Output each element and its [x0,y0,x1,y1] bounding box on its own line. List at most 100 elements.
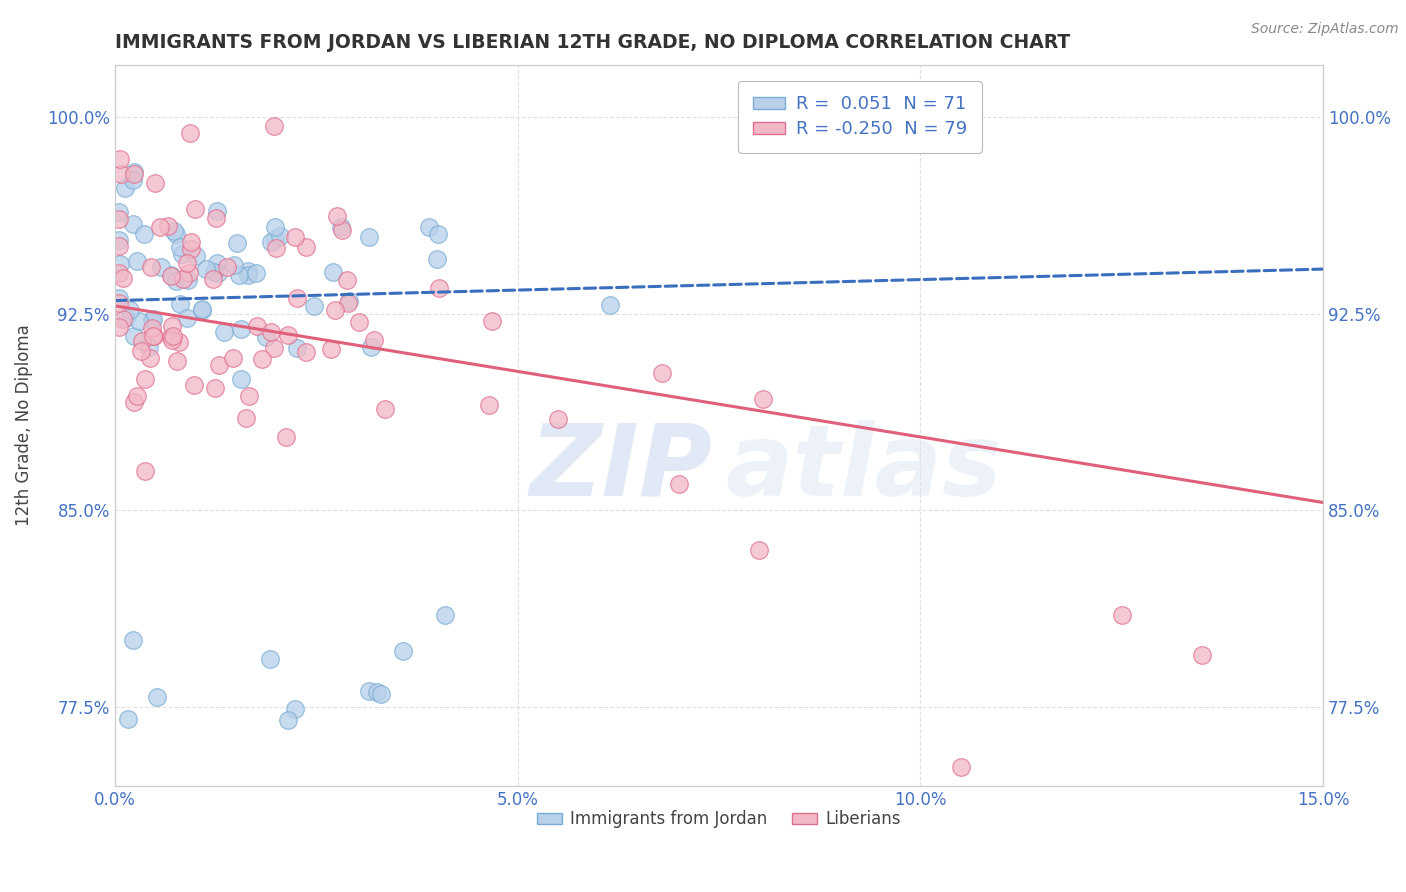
Point [166,353,188,368]
Point [141,321,163,335]
Point [325,210,347,224]
Point [284,229,307,244]
Point [263,120,285,134]
Point [357,684,380,698]
Point [141,313,163,327]
Point [349,315,371,329]
Point [134,464,156,478]
Point [141,260,163,274]
Point [170,247,193,261]
Point [224,259,246,273]
Point [107,204,129,219]
Point [108,152,131,166]
Point [207,266,229,280]
Point [651,367,673,381]
Point [337,293,360,308]
Point [215,260,238,274]
Point [205,211,228,226]
Point [264,241,287,255]
Point [122,394,145,409]
Point [159,268,181,283]
Point [336,295,359,310]
Point [110,167,132,181]
Point [231,372,253,386]
Point [426,252,449,266]
Point [107,233,129,247]
Text: Source: ZipAtlas.com: Source: ZipAtlas.com [1251,22,1399,37]
Point [207,255,229,269]
Point [212,325,235,339]
Point [208,358,231,372]
Point [418,219,440,234]
Point [121,172,143,186]
Point [131,334,153,348]
Point [176,256,198,270]
Point [204,381,226,395]
Point [478,398,501,412]
Point [949,760,972,774]
Point [143,176,166,190]
Point [128,314,150,328]
Point [330,223,353,237]
Point [238,389,260,403]
Point [180,242,202,256]
Point [132,227,155,242]
Point [138,341,160,355]
Point [269,228,291,243]
Point [180,235,202,250]
Point [122,165,145,179]
Point [172,272,194,286]
Text: ZIP: ZIP [530,420,713,517]
Point [276,430,298,444]
Point [259,651,281,665]
Point [668,477,690,491]
Point [427,281,450,295]
Point [146,690,169,704]
Point [160,330,183,344]
Point [366,685,388,699]
Point [124,329,146,343]
Point [108,257,131,271]
Point [162,329,184,343]
Point [322,265,344,279]
Point [129,344,152,359]
Point [117,712,139,726]
Point [149,260,172,274]
Point [294,345,316,359]
Point [252,351,274,366]
Point [226,235,249,250]
Point [143,328,166,343]
Point [277,328,299,343]
Point [330,220,353,235]
Point [142,329,165,343]
Point [245,266,267,280]
Point [107,320,129,334]
Point [235,410,257,425]
Point [426,227,449,241]
Point [1111,608,1133,623]
Point [156,219,179,234]
Point [160,318,183,333]
Point [169,334,191,349]
Point [169,240,191,254]
Y-axis label: 12th Grade, No Diploma: 12th Grade, No Diploma [15,325,32,526]
Point [184,250,207,264]
Point [125,253,148,268]
Point [142,312,165,326]
Point [114,310,136,325]
Point [107,291,129,305]
Point [325,303,347,318]
Point [363,333,385,347]
Point [107,296,129,310]
Point [124,167,146,181]
Point [374,402,396,417]
Point [177,273,200,287]
Point [229,322,252,336]
Point [107,238,129,252]
Point [1191,648,1213,662]
Point [319,342,342,356]
Point [434,608,457,623]
Point [246,319,269,334]
Legend: Immigrants from Jordan, Liberians: Immigrants from Jordan, Liberians [530,804,908,835]
Point [276,713,298,727]
